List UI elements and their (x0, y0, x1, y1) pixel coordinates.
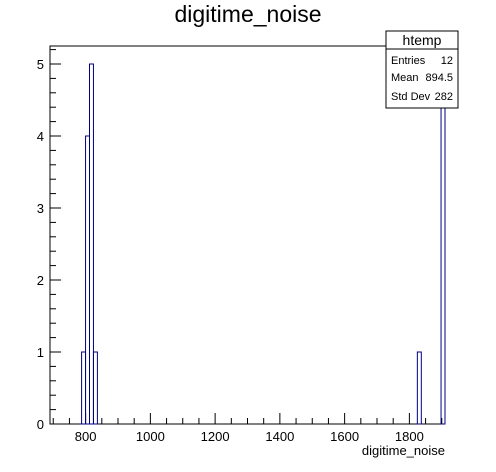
x-tick-label: 800 (75, 429, 97, 444)
x-tick-label: 1000 (136, 429, 165, 444)
x-tick-label: 1600 (330, 429, 359, 444)
y-tick-label: 0 (37, 417, 44, 432)
histogram-bar-0 (81, 351, 87, 425)
y-tick-label: 3 (37, 201, 44, 216)
stats-box-frame (385, 30, 459, 109)
stats-entries-value: 12 (441, 55, 453, 67)
stats-box: htemp Entries 12 Mean 894.5 Std Dev 282 (385, 30, 459, 109)
stats-box-title: htemp (403, 32, 442, 48)
y-tick-label: 5 (37, 57, 44, 72)
stats-stddev-label: Std Dev (391, 91, 431, 103)
chart-title: digitime_noise (174, 1, 321, 27)
stats-entries-label: Entries (391, 55, 426, 67)
y-tick-label: 2 (37, 273, 44, 288)
x-axis: 800 1000 1200 1400 1600 1800 (52, 413, 443, 444)
histogram-bar-1 (85, 135, 91, 425)
histogram-bar-5 (440, 63, 446, 425)
y-tick-label: 4 (37, 129, 44, 144)
x-tick-label: 1200 (201, 429, 230, 444)
stats-mean-label: Mean (391, 72, 419, 84)
x-tick-label: 1800 (395, 429, 424, 444)
y-axis: 0 1 2 3 4 5 (37, 49, 61, 432)
histogram-bar-4 (416, 351, 422, 425)
stats-stddev-value: 282 (435, 91, 453, 103)
histogram-bar-2 (89, 63, 94, 425)
x-axis-title: digitime_noise (362, 443, 445, 458)
y-tick-label: 1 (37, 345, 44, 360)
histogram-bar-3 (92, 351, 98, 425)
x-tick-label: 1400 (265, 429, 294, 444)
histogram-bars (81, 63, 446, 425)
stats-mean-value: 894.5 (425, 72, 453, 84)
